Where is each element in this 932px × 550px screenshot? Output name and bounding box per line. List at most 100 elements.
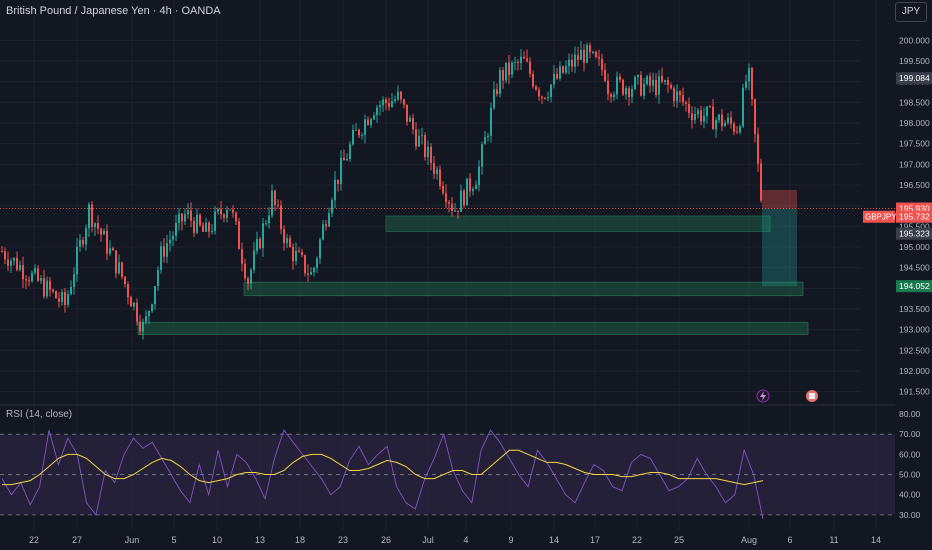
candle-body	[565, 66, 567, 73]
candle-body	[262, 223, 264, 249]
candle-body	[391, 101, 393, 107]
time-tick-label: 22	[29, 535, 39, 545]
time-tick-label: 18	[295, 535, 305, 545]
time-tick-label: 17	[590, 535, 600, 545]
rsi-axis[interactable]: 80.00 70.00 60.00 50.00 40.00 30.00	[895, 405, 932, 530]
candle-body	[532, 73, 534, 87]
time-axis[interactable]: 22 27 Jun 5 10 13 18 23 26 Jul 4 9 14 17 22 25 Aug 6 11 14	[0, 530, 932, 550]
candle-body	[625, 88, 627, 95]
price-label: 199.084	[899, 73, 930, 83]
candle-body	[349, 144, 351, 160]
candle-body	[259, 238, 261, 249]
candle-body	[109, 248, 111, 254]
candle-body	[652, 79, 654, 86]
rsi-tick-label: 50.00	[899, 470, 921, 480]
candle-body	[7, 259, 9, 266]
candle-body	[460, 190, 462, 212]
candle-body	[190, 210, 192, 221]
candle-body	[514, 61, 516, 63]
candle-body	[667, 80, 669, 86]
candle-body	[55, 291, 57, 299]
candle-body	[142, 321, 144, 332]
candle-body	[691, 113, 693, 121]
candle-body	[256, 238, 258, 251]
price-axis[interactable]: 200.000199.500199.000198.500198.000197.5…	[895, 0, 932, 405]
earnings-icon[interactable]	[806, 390, 818, 402]
candle-body	[295, 250, 297, 262]
candle-body	[280, 205, 282, 230]
rsi-title: RSI (14, close)	[6, 409, 73, 420]
candle-body	[205, 222, 207, 232]
lightning-icon[interactable]	[756, 389, 770, 403]
candle-body	[436, 169, 438, 174]
chart-title: British Pound / Japanese Yen · 4h · OAND…	[6, 5, 221, 17]
candle-body	[385, 99, 387, 104]
candle-body	[124, 276, 126, 285]
candle-body	[217, 209, 219, 212]
candle-body	[709, 106, 711, 108]
candle-body	[157, 269, 159, 287]
candle-body	[115, 250, 117, 274]
rsi-tick-label: 30.00	[899, 510, 921, 520]
rsi-panel	[0, 429, 895, 519]
time-tick-label: 9	[508, 535, 513, 545]
candle-body	[400, 91, 402, 100]
candle-body	[70, 287, 72, 295]
candle-body	[550, 84, 552, 98]
trade-position-box[interactable]	[762, 189, 797, 287]
candle-body	[421, 135, 423, 137]
candle-body	[685, 102, 687, 104]
candle-body	[694, 114, 696, 121]
candle-body	[85, 228, 87, 245]
price-tick-label: 198.000	[899, 118, 930, 128]
candle-body	[370, 119, 372, 125]
price-tick-label: 193.500	[899, 304, 930, 314]
candle-body	[631, 89, 633, 98]
candle-body	[505, 62, 507, 81]
candle-body	[541, 96, 543, 98]
candle-body	[178, 213, 180, 223]
candle-body	[319, 239, 321, 259]
price-tick-label: 195.000	[899, 242, 930, 252]
event-markers[interactable]	[756, 389, 818, 403]
candle-body	[31, 272, 33, 282]
candle-body	[523, 56, 525, 59]
candle-body	[397, 91, 399, 100]
time-tick-label: 4	[463, 535, 468, 545]
currency-button[interactable]: JPY	[895, 2, 927, 22]
take-profit-box[interactable]	[762, 208, 797, 287]
candle-body	[487, 135, 489, 138]
candle-body	[574, 54, 576, 67]
candle-body	[430, 146, 432, 164]
candle-body	[649, 76, 651, 86]
candle-body	[325, 224, 327, 227]
candle-body	[352, 130, 354, 145]
candle-body	[139, 321, 141, 332]
candle-body	[682, 94, 684, 103]
candle-body	[334, 179, 336, 201]
stop-loss-box[interactable]	[762, 189, 797, 209]
earnings-icon-glyph	[809, 393, 815, 399]
candle-body	[64, 291, 66, 305]
candle-body	[25, 279, 27, 281]
candle-body	[286, 238, 288, 244]
time-tick-label: 10	[212, 535, 222, 545]
candle-body	[88, 204, 90, 229]
candle-body	[658, 76, 660, 95]
candle-body	[655, 79, 657, 95]
price-label-bg	[896, 210, 932, 223]
candle-body	[274, 190, 276, 205]
candle-body	[643, 84, 645, 96]
rsi-tick-label: 40.00	[899, 490, 921, 500]
candle-body	[229, 209, 231, 211]
price-tick-label: 200.000	[899, 35, 930, 45]
candle-body	[601, 58, 603, 70]
candle-body	[10, 260, 12, 266]
candle-body	[613, 94, 615, 98]
candle-body	[556, 73, 558, 79]
price-label: 195.732	[899, 212, 930, 222]
candle-body	[118, 262, 120, 274]
candle-body	[433, 163, 435, 174]
